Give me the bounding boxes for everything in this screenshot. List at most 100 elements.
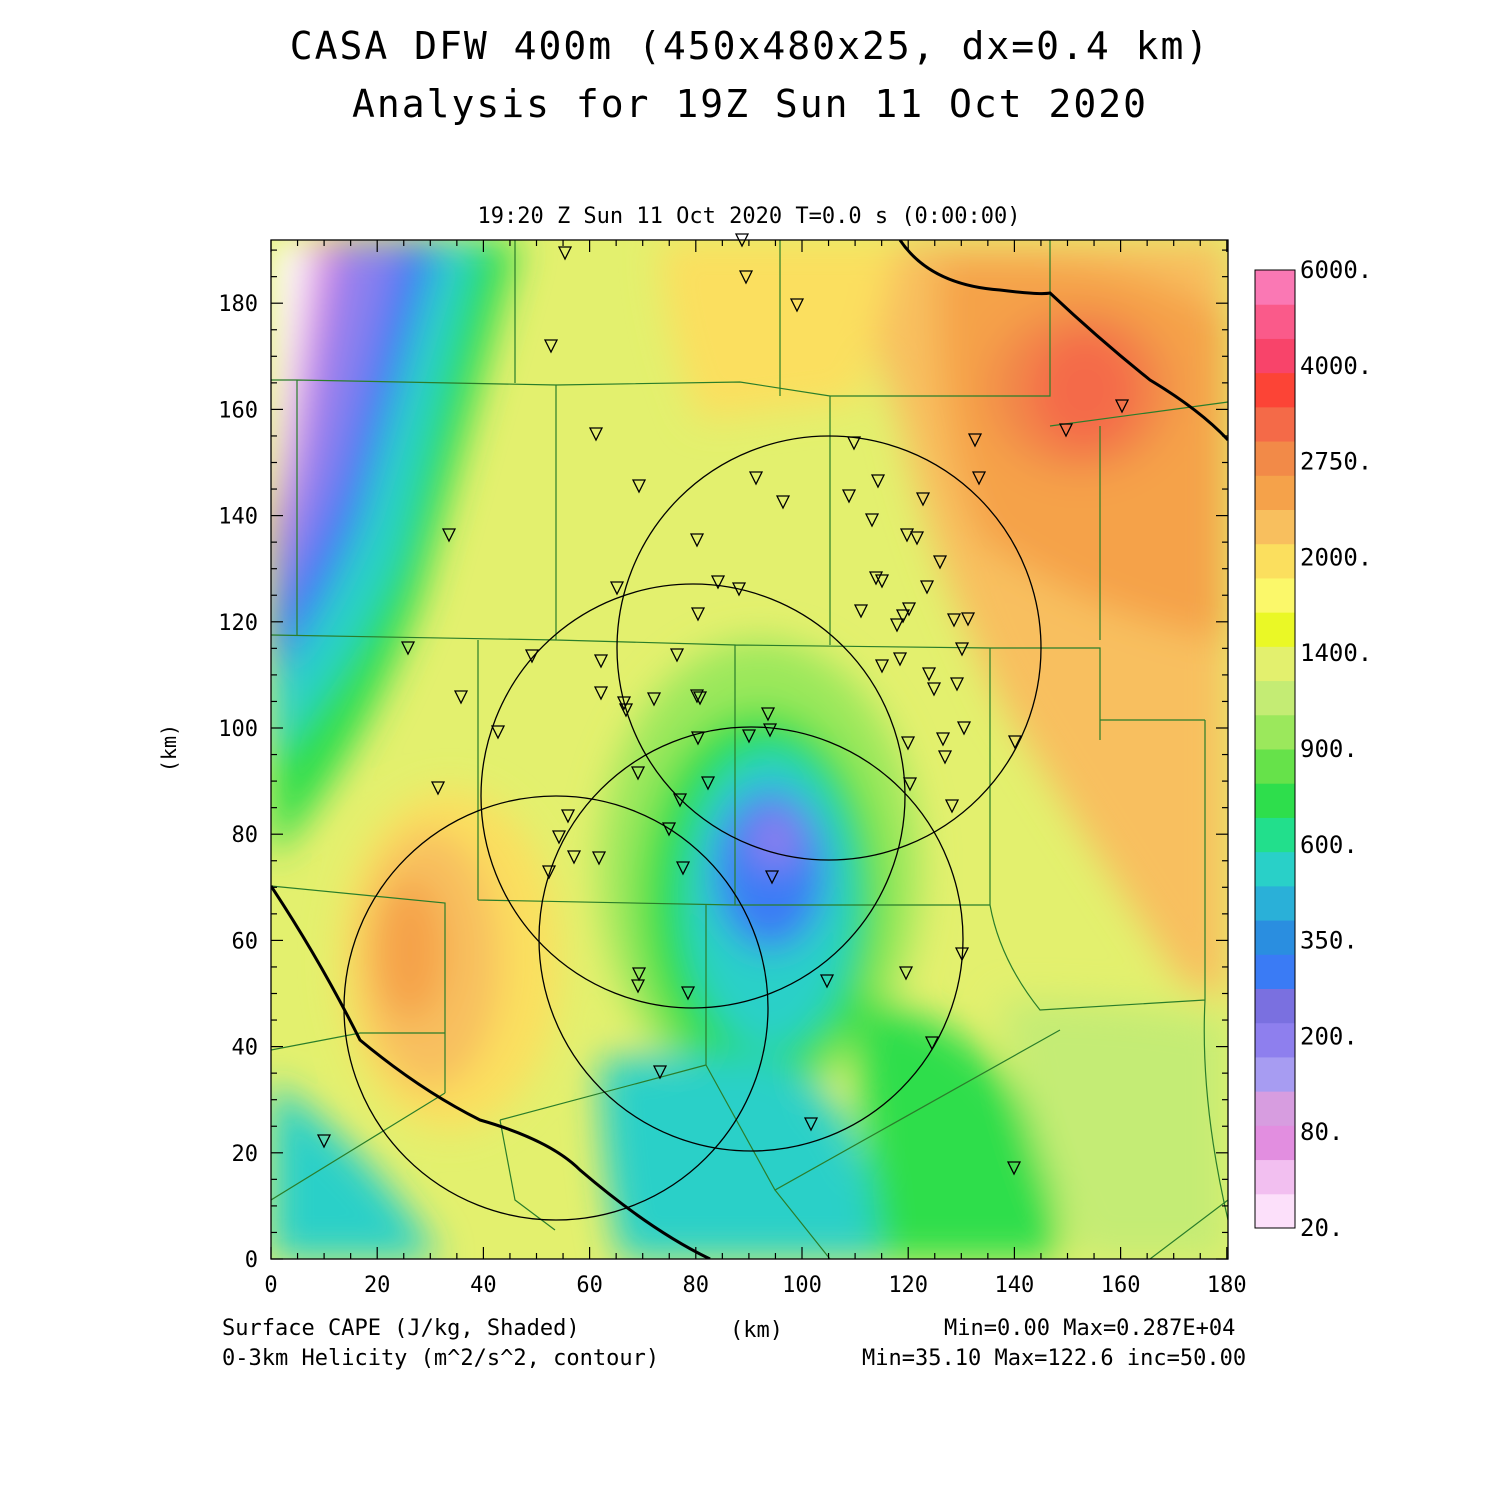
colorbar-swatch xyxy=(1255,851,1295,887)
station-marker xyxy=(692,691,708,706)
colorbar-label: 200. xyxy=(1300,1022,1358,1050)
main-title: CASA DFW 400m (450x480x25, dx=0.4 km) xyxy=(289,24,1211,68)
station-marker xyxy=(932,555,948,570)
y-tick-label: 40 xyxy=(232,1036,259,1061)
station-marker xyxy=(672,793,688,808)
y-tick-label: 120 xyxy=(218,611,258,636)
x-tick-label: 180 xyxy=(1207,1273,1247,1298)
station-marker xyxy=(609,581,625,596)
x-tick-label: 0 xyxy=(264,1273,277,1298)
station-marker xyxy=(400,641,416,656)
station-marker xyxy=(524,649,540,664)
station-marker xyxy=(1058,423,1074,438)
station-marker xyxy=(971,471,987,486)
colorbar-swatch xyxy=(1255,714,1295,750)
colorbar-swatch xyxy=(1255,646,1295,682)
x-axis-title: (km) xyxy=(730,1318,783,1343)
colorbar xyxy=(1254,269,1296,1229)
y-tick-label: 160 xyxy=(218,398,258,423)
station-marker xyxy=(731,582,747,597)
station-marker xyxy=(618,703,634,718)
field-label-helicity: 0-3km Helicity (m^2/s^2, contour) xyxy=(222,1346,660,1371)
colorbar-swatch xyxy=(1255,749,1295,784)
axis-ticks xyxy=(270,240,1228,1260)
station-marker xyxy=(899,528,915,543)
analysis-subtitle: Analysis for 19Z Sun 11 Oct 2020 xyxy=(351,82,1149,126)
x-tick-label: 60 xyxy=(576,1273,603,1298)
colorbar-label: 1400. xyxy=(1300,639,1372,667)
colorbar-swatch xyxy=(1255,372,1295,408)
y-tick-label: 180 xyxy=(218,292,258,317)
station-marker xyxy=(316,1134,332,1149)
station-marker xyxy=(430,781,446,796)
station-marker xyxy=(630,979,646,994)
y-tick-label: 80 xyxy=(232,823,259,848)
station-marker xyxy=(748,471,764,486)
county-boundaries xyxy=(271,240,1228,1259)
station-marker xyxy=(764,870,780,885)
station-marker xyxy=(789,298,805,313)
station-marker xyxy=(944,799,960,814)
station-markers xyxy=(316,233,1130,1176)
station-marker xyxy=(919,580,935,595)
station-marker xyxy=(441,528,457,543)
station-marker xyxy=(915,492,931,507)
colorbar-swatch xyxy=(1255,304,1295,339)
station-marker xyxy=(689,533,705,548)
station-marker xyxy=(741,729,757,744)
state-boundaries xyxy=(271,240,1228,1259)
station-marker xyxy=(689,689,705,704)
station-marker xyxy=(1006,1161,1022,1176)
stats-cape: Min=0.00 Max=0.287E+04 xyxy=(944,1316,1236,1341)
colorbar-label: 4000. xyxy=(1300,352,1372,380)
station-marker xyxy=(490,725,506,740)
station-marker xyxy=(762,723,778,738)
colorbar-swatch xyxy=(1255,509,1295,545)
x-tick-label: 20 xyxy=(364,1273,391,1298)
colorbar-label: 6000. xyxy=(1300,256,1372,284)
colorbar-label: 2750. xyxy=(1300,448,1372,476)
colorbar-swatch xyxy=(1255,543,1295,579)
station-marker xyxy=(954,947,970,962)
x-tick-label: 140 xyxy=(995,1273,1035,1298)
station-marker xyxy=(901,602,917,617)
x-tick-label: 160 xyxy=(1101,1273,1141,1298)
cape-shaded-field xyxy=(271,240,1228,1259)
colorbar-label: 20. xyxy=(1300,1214,1343,1242)
colorbar-labels: 20. 80. 200. 350. 600. 900. 1400. 2000. 2750. 400… xyxy=(1300,256,1372,1242)
station-marker xyxy=(956,721,972,736)
station-marker xyxy=(661,822,677,837)
station-marker xyxy=(841,489,857,504)
colorbar-swatch xyxy=(1255,1091,1295,1126)
colorbar-swatch xyxy=(1255,612,1295,647)
x-tick-label: 40 xyxy=(470,1273,497,1298)
station-marker xyxy=(889,618,905,633)
station-marker xyxy=(924,1036,940,1051)
colorbar-swatch xyxy=(1255,1022,1295,1058)
station-marker xyxy=(926,682,942,697)
station-marker xyxy=(1114,399,1130,414)
x-tick-label: 120 xyxy=(888,1273,928,1298)
colorbar-swatch xyxy=(1255,680,1295,716)
x-tick-label: 100 xyxy=(782,1273,822,1298)
axis-labels: 0 20 40 60 80 100 120 140 160 180 0 20 40 60 80 100 120 1… xyxy=(218,292,1246,1298)
colorbar-swatch xyxy=(1255,338,1295,374)
y-tick-label: 0 xyxy=(245,1248,258,1273)
station-marker xyxy=(868,571,884,586)
station-marker xyxy=(967,433,983,448)
station-marker xyxy=(900,736,916,751)
station-marker xyxy=(874,659,890,674)
station-marker xyxy=(551,830,567,845)
colorbar-swatch xyxy=(1255,920,1295,955)
station-marker xyxy=(902,777,918,792)
station-marker xyxy=(937,750,953,765)
station-marker xyxy=(946,613,962,628)
station-marker xyxy=(541,865,557,880)
field-label-cape: Surface CAPE (J/kg, Shaded) xyxy=(222,1316,580,1341)
colorbar-swatch xyxy=(1255,988,1295,1024)
station-marker xyxy=(874,574,890,589)
colorbar-frame xyxy=(1254,269,1296,1229)
station-marker xyxy=(543,339,559,354)
plot-header: 19:20 Z Sun 11 Oct 2020 T=0.0 s (0:00:00… xyxy=(477,204,1021,229)
